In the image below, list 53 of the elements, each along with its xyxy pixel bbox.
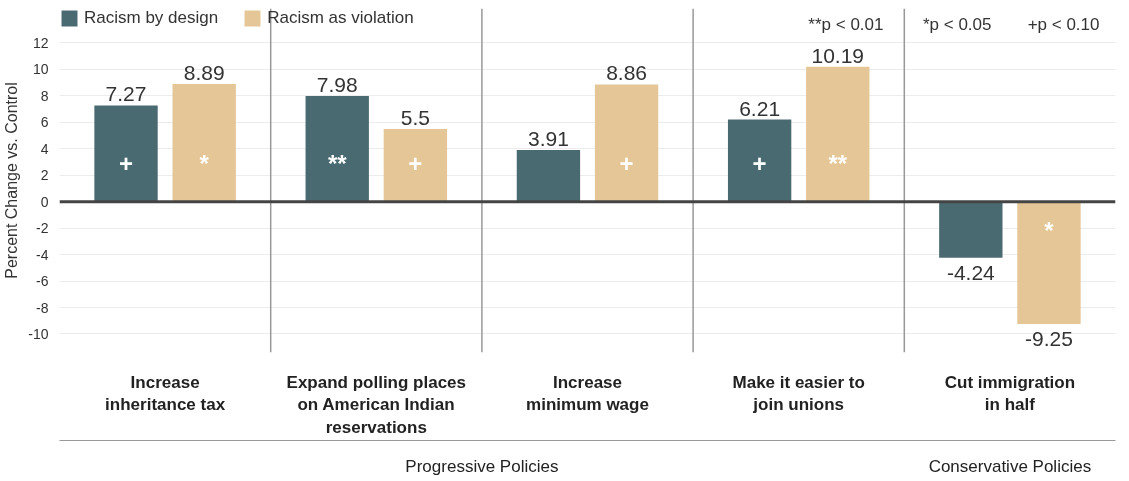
data-label: 8.86 — [606, 61, 648, 85]
annotation: ** — [327, 149, 348, 177]
y-tick-label: 12 — [32, 34, 49, 51]
y-tick-label: 8 — [40, 87, 49, 104]
annotation: + — [408, 149, 423, 177]
annotation: + — [119, 149, 134, 177]
bar — [383, 128, 448, 202]
text: Conservative Policies — [928, 456, 1092, 476]
annotation: * — [199, 149, 210, 177]
y-tick-label: 6 — [40, 114, 49, 131]
bar — [806, 66, 870, 202]
data-label: -9.25 — [1025, 327, 1073, 351]
x-tick-label: Increase inheritance tax — [105, 372, 226, 415]
data-label: 8.89 — [183, 61, 225, 85]
legend-label: Racism as violation — [267, 8, 414, 28]
data-label: 5.5 — [400, 105, 430, 129]
legend-label: Racism by design — [84, 8, 219, 28]
bar — [939, 201, 1003, 258]
data-label: -4.24 — [946, 260, 996, 284]
y-tick-label: 10 — [32, 61, 49, 78]
bar — [94, 105, 158, 202]
bar — [594, 84, 659, 202]
data-label: 7.98 — [316, 73, 358, 97]
x-tick-label: Expand polling places on American Indian reservations — [286, 372, 467, 438]
y-tick-label: -2 — [36, 220, 49, 237]
text: Progressive Policies — [405, 456, 559, 476]
x-tick-label: Cut immigration in half — [944, 372, 1076, 415]
bar — [516, 149, 581, 202]
annotation: + — [752, 149, 767, 177]
y-tick-label: -10 — [28, 325, 49, 342]
y-tick-label: -6 — [36, 273, 49, 290]
data-label: 6.21 — [739, 96, 781, 120]
y-tick-label: 2 — [40, 167, 49, 184]
y-tick-label: 4 — [40, 140, 49, 157]
bar — [305, 96, 369, 202]
y-tick-label: -4 — [36, 246, 49, 263]
annotation: * — [1044, 217, 1055, 245]
bar — [727, 119, 792, 202]
bar — [172, 84, 236, 202]
y-axis-title: Percent Change vs. Control — [3, 82, 21, 279]
y-tick-label: 0 — [40, 193, 49, 210]
annotation: *p < 0.05 — [922, 15, 992, 34]
x-tick-label: Make it easier to join unions — [732, 372, 865, 415]
x-tick-label: Increase minimum wage — [526, 372, 649, 415]
annotation: ** — [828, 149, 848, 177]
bar — [1017, 201, 1081, 325]
annotation: + — [619, 149, 634, 177]
y-tick-label: -8 — [36, 299, 49, 316]
data-label: 3.91 — [527, 126, 569, 150]
annotation: **p < 0.01 — [808, 15, 884, 34]
data-label: 7.27 — [105, 82, 147, 106]
data-label: 10.19 — [811, 43, 865, 67]
annotation: +p < 0.10 — [1027, 15, 1100, 34]
